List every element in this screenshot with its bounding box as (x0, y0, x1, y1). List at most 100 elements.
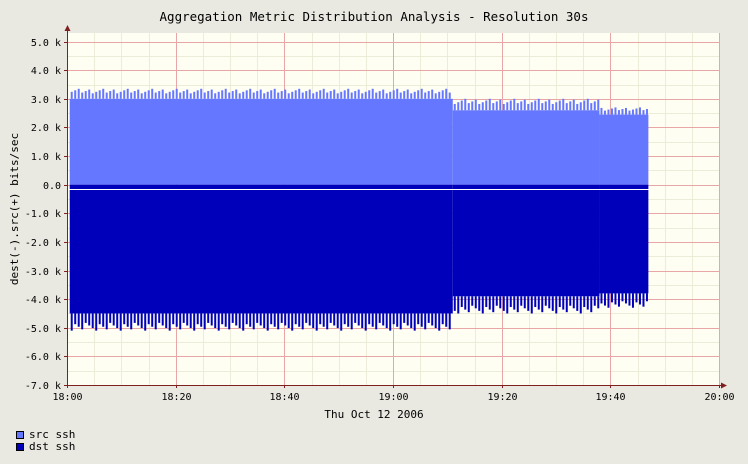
series-spike (74, 90, 77, 99)
series-spike (249, 313, 252, 327)
series-spike (287, 93, 290, 99)
y-tick-label: 5.0 k (31, 38, 61, 49)
series-spike (527, 296, 530, 311)
series-spike (357, 89, 360, 99)
series-spike (368, 313, 371, 325)
series-spike (530, 296, 533, 314)
series-spike (548, 296, 551, 309)
series-spike (158, 91, 161, 99)
series-spike (448, 92, 451, 99)
x-tick-label: 19:00 (378, 392, 408, 403)
series-spike (541, 103, 544, 111)
series-spike (263, 93, 266, 99)
series-spike (621, 109, 624, 115)
x-axis-arrow-icon (721, 382, 727, 389)
series-spike (308, 89, 311, 99)
series-spike (105, 92, 108, 99)
series-spike (147, 313, 150, 325)
series-spike (175, 88, 178, 99)
axes (64, 25, 727, 389)
series-spike (364, 313, 367, 331)
series-spike (576, 296, 579, 311)
series-spike (123, 90, 126, 99)
series-spike (280, 91, 283, 99)
series-spike (562, 98, 565, 111)
series-spike (291, 313, 294, 331)
series-spike (308, 313, 311, 326)
series-spike (200, 313, 203, 327)
series-spike (576, 103, 579, 111)
series-spike (603, 110, 606, 115)
series-spike (537, 296, 540, 310)
series-spike (382, 313, 385, 326)
y-tick-label: -1.0 k (25, 209, 61, 220)
series-spike (347, 88, 350, 99)
series-spike (151, 88, 154, 99)
series-spike (238, 313, 241, 329)
series-spike (617, 293, 620, 307)
series-spike (315, 313, 318, 331)
series-spike (238, 93, 241, 99)
series-spike (266, 91, 269, 99)
chart-title: Aggregation Metric Distribution Analysis… (160, 9, 589, 24)
series-spike (371, 88, 374, 99)
series-spike (642, 110, 645, 115)
series-spike (312, 313, 315, 329)
series-spike (471, 101, 474, 111)
series-spike (457, 102, 460, 111)
series-spike (586, 296, 589, 310)
series-spike (294, 313, 297, 325)
series-spike (326, 92, 329, 99)
series-spike (474, 296, 477, 309)
series-spike (144, 313, 147, 331)
x-tick-label: 18:20 (161, 392, 191, 403)
series-spike (551, 103, 554, 111)
series-spike (228, 92, 231, 99)
series-spike (607, 293, 610, 308)
series-spike (562, 296, 565, 310)
series-spike (537, 98, 540, 111)
series-spike (638, 293, 641, 305)
series-spike (126, 88, 129, 99)
series-spike (354, 313, 357, 323)
series-spike (434, 313, 437, 329)
series-spike (266, 313, 269, 331)
y-tick-label: 4.0 k (31, 66, 61, 77)
series-spike (102, 88, 105, 99)
series-spike (224, 313, 227, 327)
series-spike (600, 107, 603, 115)
series-spike (492, 296, 495, 313)
series-spike (565, 296, 568, 313)
series-spike (642, 293, 645, 307)
series-spike (81, 313, 84, 330)
series-spike (207, 91, 210, 99)
series-spike (445, 88, 448, 99)
legend-swatch-dst (16, 443, 24, 451)
series-spike (217, 313, 220, 331)
series-spike (399, 313, 402, 330)
series-spike (410, 93, 413, 99)
series-band (69, 184, 453, 314)
series-spike (357, 313, 360, 326)
x-tick-label: 19:20 (487, 392, 517, 403)
legend-label-dst: dst ssh (29, 440, 76, 453)
y-tick-label: -5.0 k (25, 324, 61, 335)
series-spike (438, 91, 441, 99)
series-spike (252, 313, 255, 330)
series-spike (431, 89, 434, 99)
series-spike (453, 296, 456, 311)
series-spike (319, 90, 322, 99)
series-spike (579, 296, 582, 314)
series-spike (245, 313, 248, 325)
series-spike (586, 98, 589, 111)
series-spike (154, 92, 157, 99)
series-spike (81, 92, 84, 99)
series-spike (340, 91, 343, 99)
series-spike (214, 313, 217, 329)
series-spike (147, 90, 150, 99)
series-spike (88, 89, 91, 99)
series-spike (645, 293, 648, 302)
series-spike (210, 89, 213, 99)
series-spike (284, 89, 287, 99)
series-spike (431, 313, 434, 326)
